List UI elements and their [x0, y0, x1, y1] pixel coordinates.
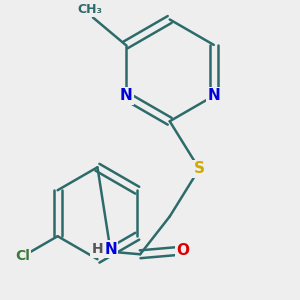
- Text: N: N: [119, 88, 132, 103]
- Text: Cl: Cl: [15, 249, 30, 263]
- Text: N: N: [104, 242, 117, 257]
- Text: S: S: [194, 161, 205, 176]
- Text: N: N: [207, 88, 220, 103]
- Text: H: H: [92, 242, 103, 256]
- Text: O: O: [176, 244, 189, 259]
- Text: CH₃: CH₃: [77, 3, 102, 16]
